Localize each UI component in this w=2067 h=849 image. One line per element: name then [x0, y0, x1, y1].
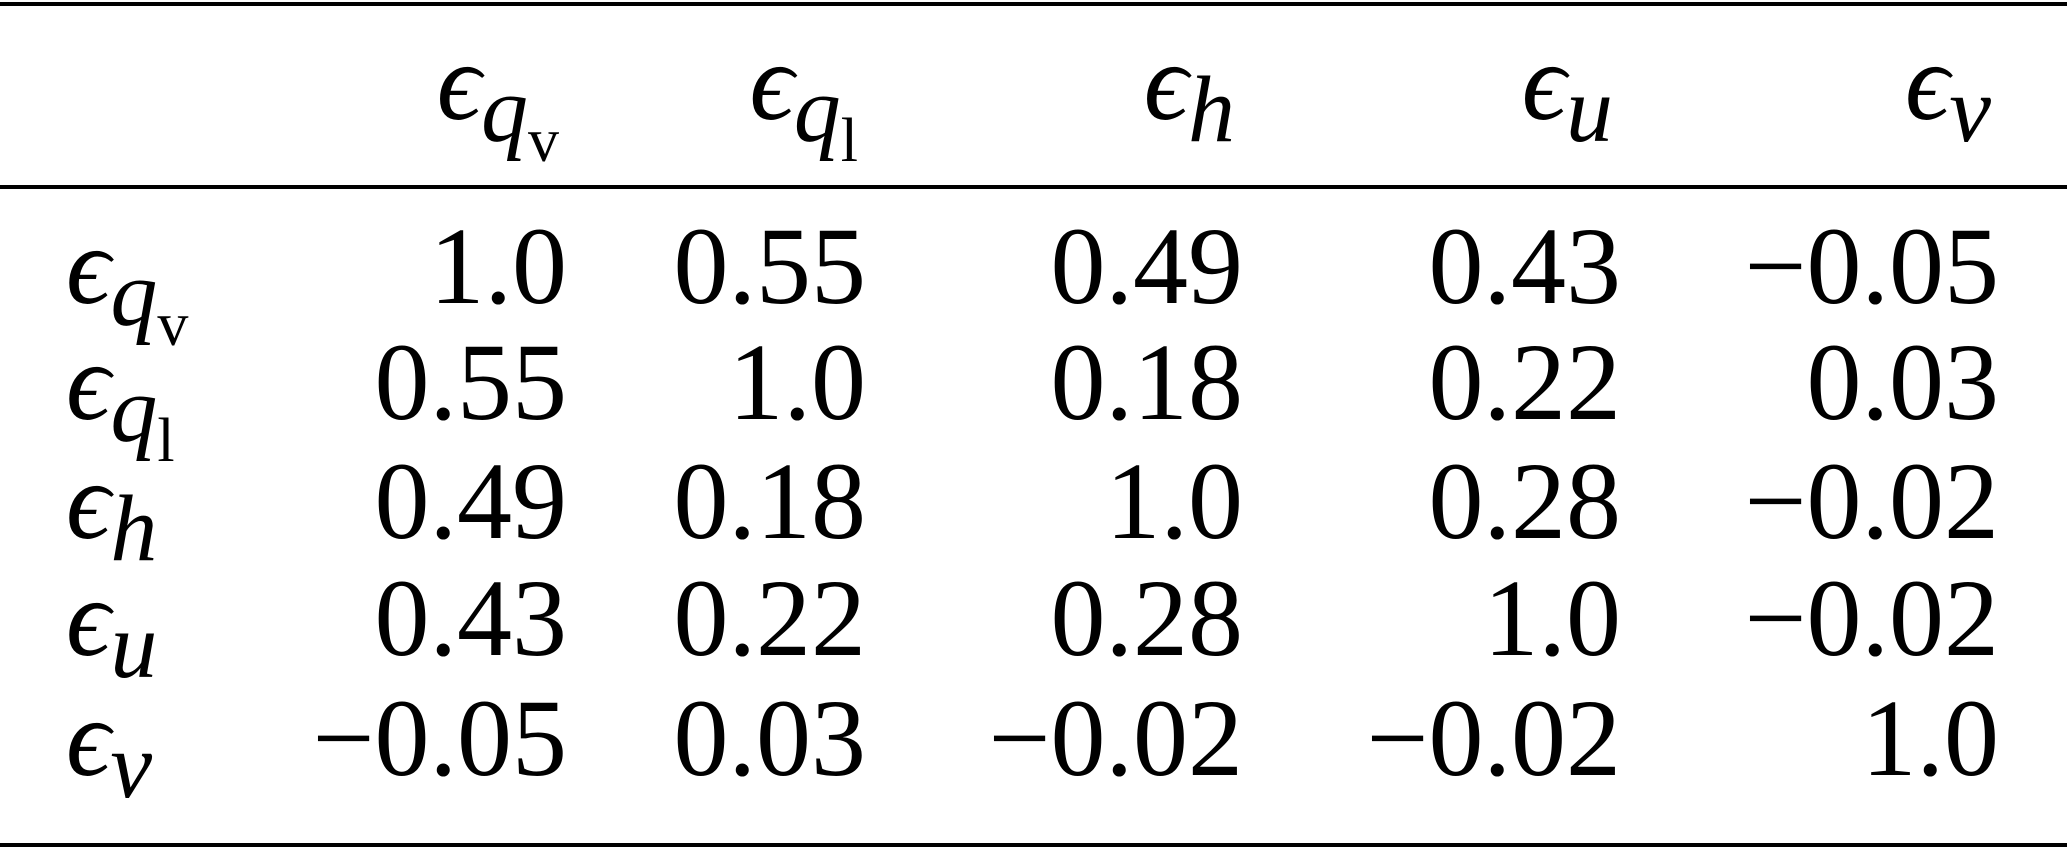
column-header: ϵh — [1144, 21, 1235, 162]
cell: 1.0 — [729, 321, 867, 443]
subscript: q — [481, 58, 528, 162]
subscript: u — [1566, 58, 1613, 162]
symbol: ϵ — [1905, 21, 1953, 143]
cell: 1.0 — [1484, 557, 1622, 679]
cell: 0.43 — [375, 557, 568, 679]
sub-subscript: l — [157, 407, 174, 475]
cell: 0.03 — [674, 677, 867, 799]
subscript: u — [110, 594, 157, 698]
cell: 0.18 — [1051, 321, 1244, 443]
row-header: ϵu — [66, 557, 157, 698]
cell: −0.02 — [988, 677, 1243, 799]
symbol: ϵ — [749, 21, 797, 143]
symbol: ϵ — [1522, 21, 1570, 143]
cell: 0.55 — [375, 321, 568, 443]
cell: 0.22 — [1429, 321, 1622, 443]
row-header: ϵqv — [66, 205, 188, 359]
sub-subscript: l — [841, 107, 858, 175]
symbol: ϵ — [437, 21, 485, 143]
column-header: ϵql — [749, 21, 858, 175]
cell: −0.02 — [1744, 557, 1999, 679]
sub-subscript: v — [528, 107, 559, 175]
cell: −0.02 — [1744, 440, 1999, 562]
cell: 1.0 — [1106, 440, 1244, 562]
cell: −0.05 — [1744, 205, 1999, 327]
symbol: ϵ — [66, 205, 114, 327]
cell: 0.43 — [1429, 205, 1622, 327]
cell: 0.55 — [674, 205, 867, 327]
subscript: v — [110, 714, 152, 818]
symbol: ϵ — [66, 677, 114, 799]
cell: 0.18 — [674, 440, 867, 562]
symbol: ϵ — [66, 321, 114, 443]
row-header: ϵh — [66, 440, 157, 581]
cell: 0.28 — [1429, 440, 1622, 562]
subscript: v — [1949, 58, 1991, 162]
cell: 0.49 — [375, 440, 568, 562]
subscript: q — [110, 242, 157, 346]
cell: 0.22 — [674, 557, 867, 679]
symbol: ϵ — [66, 440, 114, 562]
column-header: ϵv — [1905, 21, 1991, 162]
subscript: h — [1188, 58, 1235, 162]
symbol: ϵ — [66, 557, 114, 679]
cell: 1.0 — [1862, 677, 2000, 799]
cell: −0.05 — [312, 677, 567, 799]
subscript: q — [110, 358, 157, 462]
subscript: h — [110, 477, 157, 581]
cell: 1.0 — [430, 205, 568, 327]
subscript: q — [794, 58, 841, 162]
symbol: ϵ — [1144, 21, 1192, 143]
sub-subscript: v — [157, 291, 188, 359]
cell: −0.02 — [1366, 677, 1621, 799]
column-header: ϵqv — [437, 21, 559, 175]
cell: 0.49 — [1051, 205, 1244, 327]
row-header: ϵql — [66, 321, 175, 475]
column-header: ϵu — [1522, 21, 1613, 162]
cell: 0.03 — [1807, 321, 2000, 443]
cell: 0.28 — [1051, 557, 1244, 679]
row-header: ϵv — [66, 677, 152, 818]
